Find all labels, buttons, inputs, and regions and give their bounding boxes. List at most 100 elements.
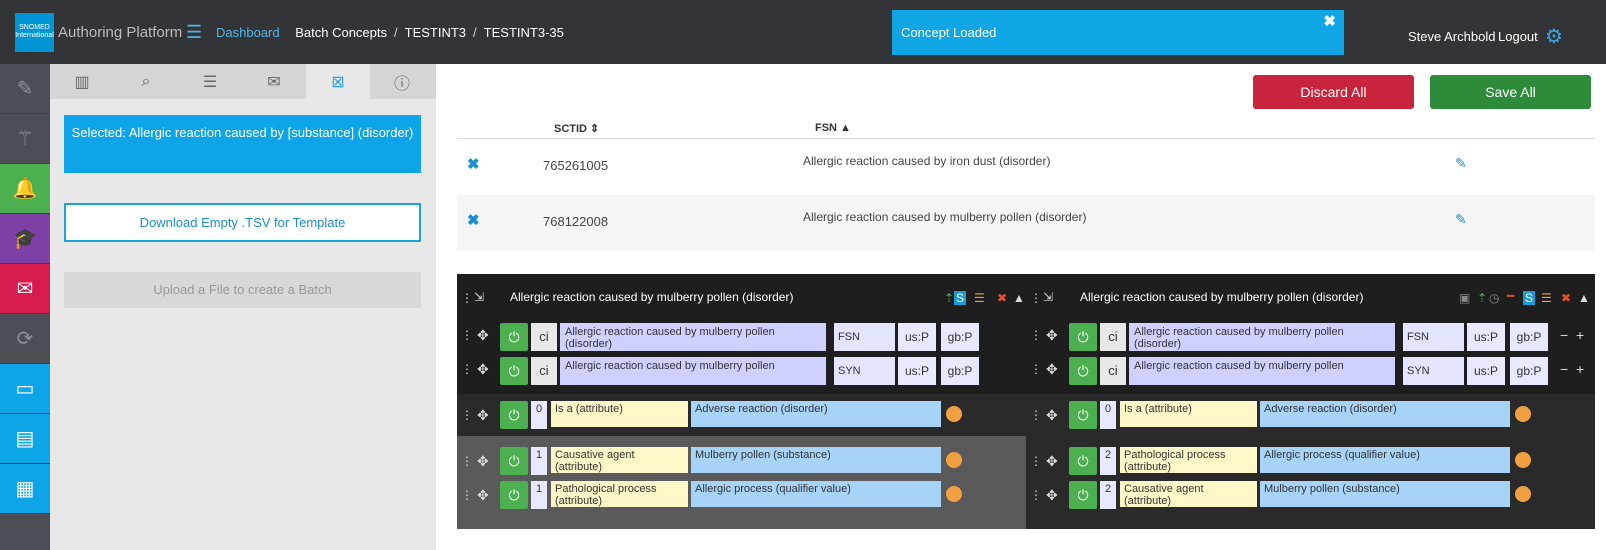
gb-acceptability[interactable]: gb:P xyxy=(1510,357,1548,385)
us-acceptability[interactable]: us:P xyxy=(1467,323,1505,351)
logout-link[interactable]: Logout xyxy=(1498,29,1538,44)
remove-icon[interactable]: ━ xyxy=(1507,289,1515,303)
move-icon[interactable]: ✥ xyxy=(477,361,489,377)
wand-icon[interactable]: ⚚ xyxy=(0,114,50,164)
active-toggle-icon[interactable]: ⏻ xyxy=(500,481,528,509)
attribute-value[interactable]: Adverse reaction (disorder) xyxy=(1260,401,1510,427)
description-term[interactable]: Allergic reaction caused by mulberry pol… xyxy=(560,323,826,351)
case-significance[interactable]: ci xyxy=(1100,357,1126,385)
attribute-type[interactable]: Causative agent (attribute) xyxy=(1120,481,1257,507)
active-toggle-icon[interactable]: ⏻ xyxy=(500,323,528,351)
group-number[interactable]: 0 xyxy=(1100,401,1116,429)
description-term[interactable]: Allergic reaction caused by mulberry pol… xyxy=(1129,357,1395,385)
toast-close-icon[interactable]: ✖ xyxy=(1323,13,1336,30)
breadcrumb-project[interactable]: TESTINT3 xyxy=(404,25,467,40)
drag-handle-icon[interactable]: ⋮ xyxy=(1030,488,1042,502)
attribute-value[interactable]: Allergic process (qualifier value) xyxy=(691,481,941,507)
sync-icon[interactable]: ⟳ xyxy=(0,314,50,364)
pin-icon[interactable]: ⇲ xyxy=(1043,290,1054,304)
snomed-logo[interactable]: SNOMED International xyxy=(15,13,54,52)
active-toggle-icon[interactable]: ⏻ xyxy=(1069,401,1097,429)
move-icon[interactable]: ✥ xyxy=(477,327,489,343)
grid-icon[interactable]: ▦ xyxy=(0,464,50,514)
edit-icon[interactable]: ✎ xyxy=(0,64,50,114)
collapse-icon[interactable]: ▲ xyxy=(1578,291,1590,305)
hamburger-menu-icon[interactable]: ☰ xyxy=(186,22,203,42)
drag-handle-icon[interactable]: ⋮ xyxy=(461,328,473,342)
remove-description-icon[interactable]: − xyxy=(1560,327,1569,343)
upload-batch-button[interactable]: Upload a File to create a Batch xyxy=(64,272,421,308)
drag-handle-icon[interactable]: ⋮ xyxy=(1030,454,1042,468)
group-number[interactable]: 2 xyxy=(1100,447,1116,475)
breadcrumb-dashboard[interactable]: Dashboard xyxy=(216,25,280,40)
active-toggle-icon[interactable]: ⏻ xyxy=(1069,323,1097,351)
list-icon[interactable]: ☰ xyxy=(1541,291,1552,305)
attribute-type[interactable]: Is a (attribute) xyxy=(551,401,688,427)
tab-list-icon[interactable]: ☰ xyxy=(202,73,218,91)
us-acceptability[interactable]: us:P xyxy=(898,357,936,385)
list-icon[interactable]: ☰ xyxy=(974,291,985,305)
drag-handle-icon[interactable]: ⋮ xyxy=(1030,328,1042,342)
move-icon[interactable]: ✥ xyxy=(477,487,489,503)
move-icon[interactable]: ✥ xyxy=(1046,453,1058,469)
us-acceptability[interactable]: us:P xyxy=(898,323,936,351)
active-toggle-icon[interactable]: ⏻ xyxy=(1069,481,1097,509)
description-type-select[interactable]: FSN xyxy=(834,323,895,351)
description-type-select[interactable]: FSN xyxy=(1403,323,1464,351)
window-icon[interactable]: ▤ xyxy=(0,414,50,464)
bell-icon[interactable]: 🔔 xyxy=(0,164,50,214)
save-icon[interactable]: ▣ xyxy=(1459,291,1471,305)
move-icon[interactable]: ✥ xyxy=(1046,327,1058,343)
case-significance[interactable]: ci xyxy=(531,357,557,385)
remove-row-icon[interactable]: ✖ xyxy=(467,212,480,229)
description-term[interactable]: Allergic reaction caused by mulberry pol… xyxy=(1129,323,1395,351)
edit-row-icon[interactable]: ✎ xyxy=(1455,155,1467,171)
group-number[interactable]: 1 xyxy=(531,447,547,475)
promote-icon[interactable]: ⇡ xyxy=(1477,291,1488,305)
promote-icon[interactable]: ⇡ xyxy=(944,291,955,305)
tab-books-icon[interactable]: ▥ xyxy=(74,73,90,91)
case-significance[interactable]: ci xyxy=(531,323,557,351)
settings-gear-icon[interactable]: ⚙ xyxy=(1545,26,1563,48)
move-icon[interactable]: ✥ xyxy=(477,407,489,423)
move-icon[interactable]: ✥ xyxy=(477,453,489,469)
fsn-header[interactable]: FSN ▲ xyxy=(815,122,851,134)
move-icon[interactable]: ✥ xyxy=(1046,487,1058,503)
breadcrumb-task[interactable]: TESTINT3-35 xyxy=(483,25,564,40)
attribute-value[interactable]: Adverse reaction (disorder) xyxy=(691,401,941,427)
active-toggle-icon[interactable]: ⏻ xyxy=(1069,357,1097,385)
stated-icon[interactable]: S xyxy=(1523,291,1536,305)
attribute-value[interactable]: Allergic process (qualifier value) xyxy=(1260,447,1510,473)
tab-search-icon[interactable]: ⌕ xyxy=(141,72,151,90)
remove-description-icon[interactable]: − xyxy=(1560,361,1569,377)
attribute-type[interactable]: Is a (attribute) xyxy=(1120,401,1257,427)
drag-handle-icon[interactable]: ⋮ xyxy=(461,454,473,468)
drag-handle-icon[interactable]: ⋮ xyxy=(1030,291,1042,305)
gb-acceptability[interactable]: gb:P xyxy=(1510,323,1548,351)
active-toggle-icon[interactable]: ⏻ xyxy=(500,357,528,385)
description-type-select[interactable]: SYN xyxy=(1403,357,1464,385)
pin-icon[interactable]: ⇲ xyxy=(474,290,485,304)
tab-excel-icon[interactable]: ⊠ xyxy=(306,64,370,99)
gb-acceptability[interactable]: gb:P xyxy=(941,323,979,351)
close-editor-icon[interactable]: ✖ xyxy=(1561,291,1572,305)
description-term[interactable]: Allergic reaction caused by mulberry pol… xyxy=(560,357,826,385)
save-all-button[interactable]: Save All xyxy=(1430,75,1591,109)
drag-handle-icon[interactable]: ⋮ xyxy=(461,488,473,502)
drag-handle-icon[interactable]: ⋮ xyxy=(1030,408,1042,422)
remove-row-icon[interactable]: ✖ xyxy=(467,156,480,173)
tab-envelope-icon[interactable]: ✉ xyxy=(267,73,281,91)
stated-icon[interactable]: S xyxy=(954,291,967,305)
collapse-icon[interactable]: ▲ xyxy=(1013,291,1025,305)
tab-info-icon[interactable]: ⓘ xyxy=(393,75,410,93)
monitor-icon[interactable]: ▭ xyxy=(0,364,50,414)
us-acceptability[interactable]: us:P xyxy=(1467,357,1505,385)
description-type-select[interactable]: SYN xyxy=(834,357,895,385)
group-number[interactable]: 2 xyxy=(1100,481,1116,509)
drag-handle-icon[interactable]: ⋮ xyxy=(461,362,473,376)
graduation-cap-icon[interactable]: 🎓 xyxy=(0,214,50,264)
add-description-icon[interactable]: + xyxy=(1576,327,1585,343)
active-toggle-icon[interactable]: ⏻ xyxy=(500,447,528,475)
active-toggle-icon[interactable]: ⏻ xyxy=(1069,447,1097,475)
attribute-type[interactable]: Causative agent (attribute) xyxy=(551,447,688,473)
